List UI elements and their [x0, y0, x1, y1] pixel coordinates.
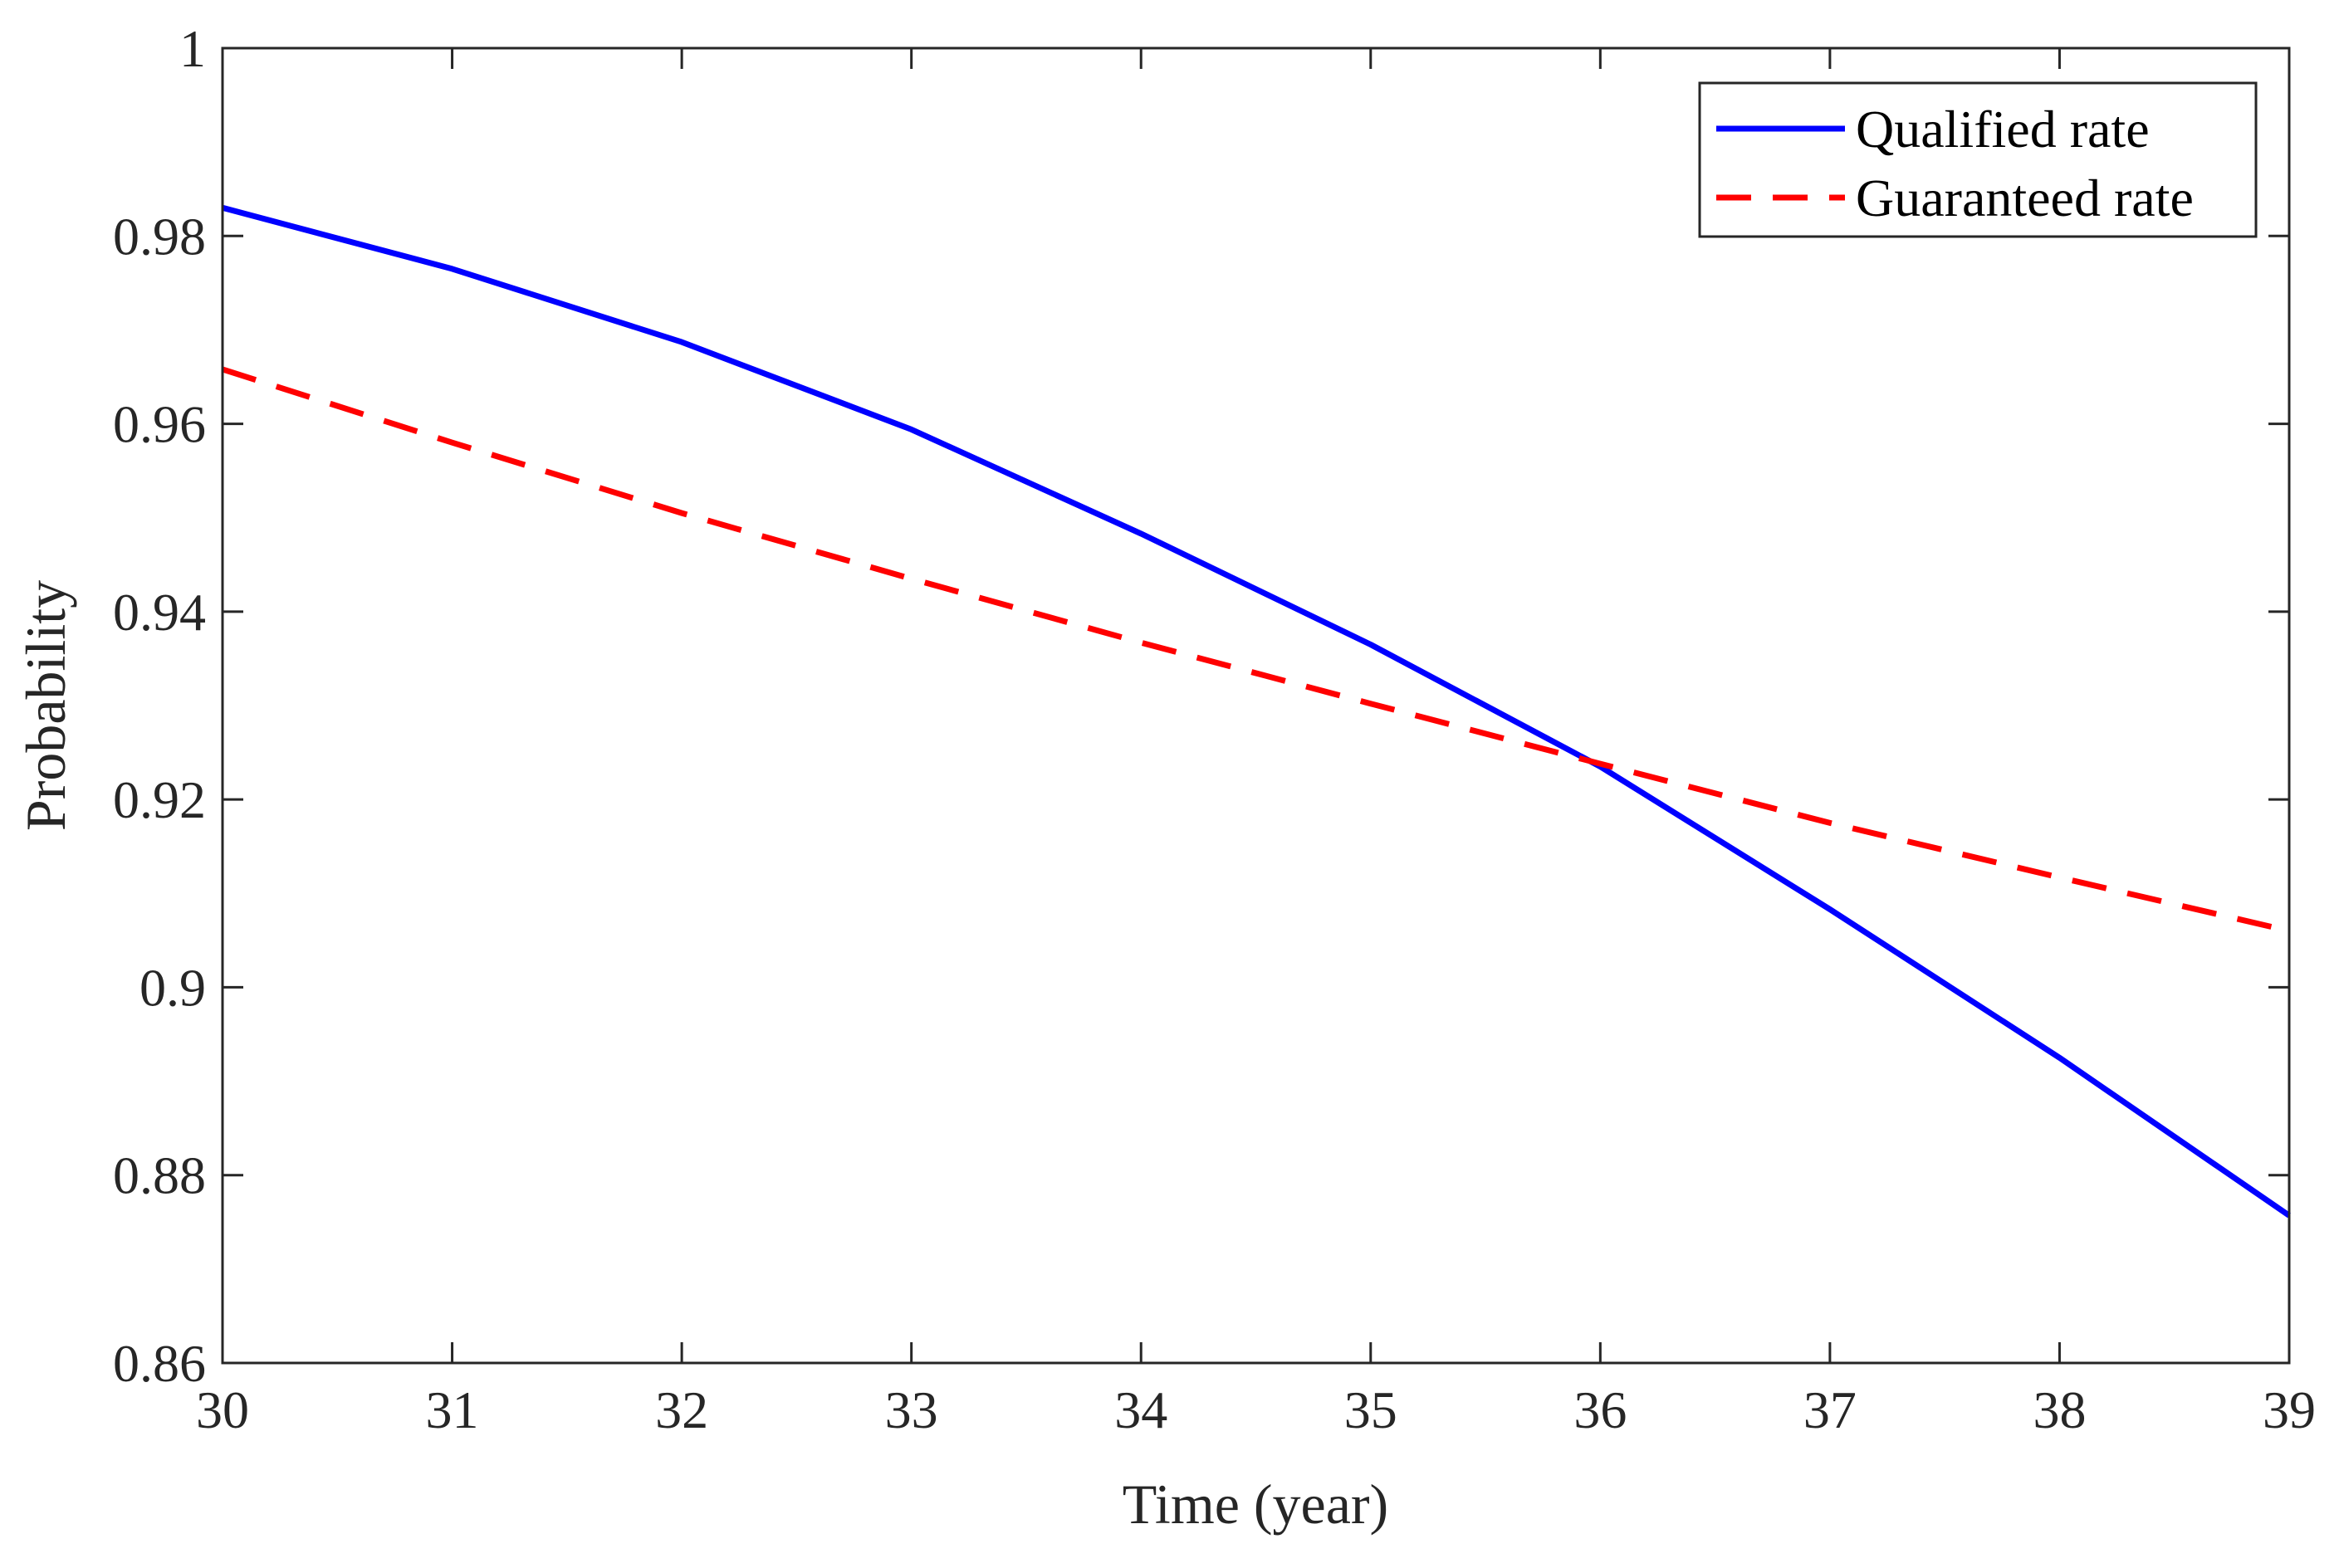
x-axis-label: Time (year)	[1123, 1473, 1388, 1536]
legend: Qualified rate Guaranteed rate	[1698, 81, 2258, 238]
x-tick-label: 38	[2033, 1380, 2086, 1439]
x-tick-label: 33	[885, 1380, 938, 1439]
x-tick-label: 37	[1803, 1380, 1857, 1439]
y-tick-labels: 0.86 0.88 0.9 0.92 0.94 0.96 0.98 1	[113, 19, 206, 1393]
plot-area-frame	[221, 46, 2291, 1365]
y-tick-label: 0.88	[113, 1146, 206, 1205]
y-tick-label: 0.98	[113, 207, 206, 266]
y-tick-label: 0.9	[139, 958, 206, 1017]
x-tick-label: 36	[1573, 1380, 1627, 1439]
legend-label-qualified-rate: Qualified rate	[1856, 100, 2150, 159]
y-tick-label: 0.96	[113, 395, 206, 454]
x-tick-label: 32	[655, 1380, 708, 1439]
series-line-qualified-rate	[222, 204, 2291, 1219]
legend-label-guaranteed-rate: Guaranteed rate	[1856, 169, 2194, 227]
y-tick-label: 1	[179, 19, 206, 78]
series-line-guaranteed-rate	[221, 366, 2290, 934]
y-tick-label: 0.92	[113, 770, 206, 829]
plot-lines	[221, 204, 2291, 1219]
axis-ticks	[221, 46, 2291, 1365]
x-tick-label: 30	[196, 1380, 249, 1439]
x-tick-label: 35	[1344, 1380, 1397, 1439]
legend-box	[1698, 81, 2258, 238]
x-tick-labels: 30 31 32 33 34 35 36 37 38 39	[196, 1380, 2316, 1439]
y-tick-label: 0.94	[113, 583, 206, 642]
y-tick-label: 0.86	[113, 1334, 206, 1393]
y-axis-label: Probability	[14, 580, 77, 831]
x-tick-label: 39	[2263, 1380, 2316, 1439]
x-tick-label: 31	[426, 1380, 479, 1439]
x-tick-label: 34	[1114, 1380, 1167, 1439]
